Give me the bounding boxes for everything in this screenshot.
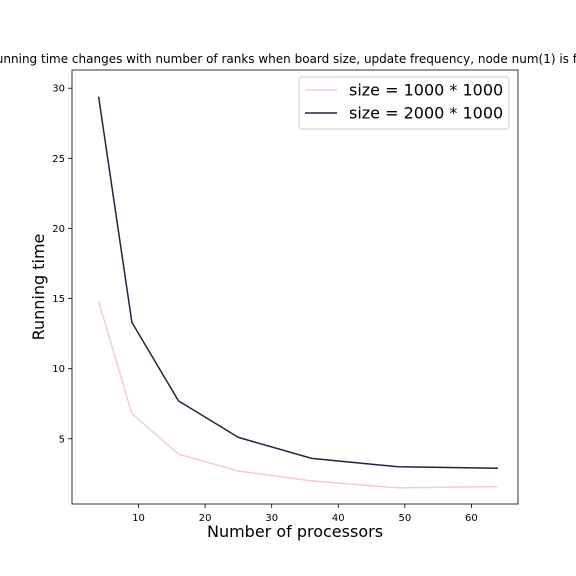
plot-area [71,69,519,505]
x-tick-label: 60 [465,513,478,524]
y-tick-label: 25 [52,154,65,165]
y-tick-label: 30 [52,84,65,95]
y-tick-label: 5 [59,434,65,445]
x-axis: 10 20 30 40 50 60 [132,504,478,524]
x-tick-label: 20 [199,513,212,524]
legend: size = 1000 * 1000 size = 2000 * 1000 [298,76,510,130]
series-line-2 [97,96,499,469]
x-tick-label: 40 [332,513,345,524]
series-line-1 [97,301,499,489]
x-tick-label: 30 [265,513,278,524]
legend-label: size = 1000 * 1000 [349,81,503,100]
y-tick-label: 15 [52,294,65,305]
y-axis: 5 10 15 20 25 30 [52,84,72,445]
y-tick-label: 20 [52,224,65,235]
chart-title: Running time changes with number of rank… [0,52,576,66]
series-lines [97,96,499,489]
y-tick-label: 10 [52,364,65,375]
legend-box [298,76,510,130]
y-axis-label: Running time [29,234,48,341]
x-tick-label: 50 [398,513,411,524]
legend-label: size = 2000 * 1000 [349,104,503,123]
x-tick-label: 10 [132,513,145,524]
x-axis-label: Number of processors [207,522,383,541]
